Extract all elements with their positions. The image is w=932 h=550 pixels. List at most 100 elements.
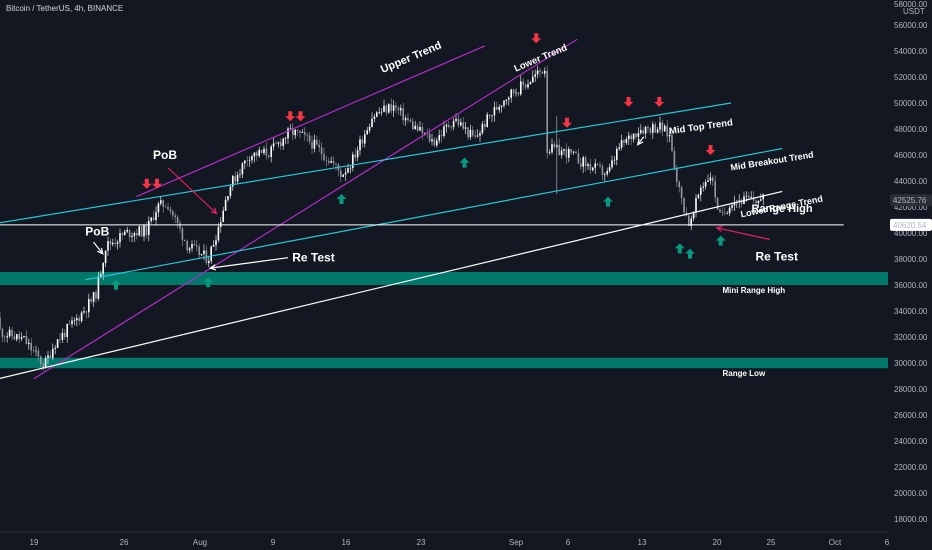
candle xyxy=(148,220,150,235)
price-tick-label: 56000.00 xyxy=(894,21,928,30)
candle xyxy=(328,160,330,163)
candle xyxy=(733,202,736,206)
candle xyxy=(431,139,433,142)
candle xyxy=(563,149,565,151)
candle xyxy=(16,334,18,340)
candle xyxy=(404,118,407,121)
candle xyxy=(157,203,160,213)
candle xyxy=(529,82,532,85)
mid-breakout-trend-label: Mid Breakout Trend xyxy=(730,150,815,173)
candle xyxy=(508,97,510,100)
candle xyxy=(455,118,457,121)
candle xyxy=(412,121,414,130)
candle xyxy=(304,132,306,135)
candle xyxy=(719,209,721,212)
time-tick-label: 9 xyxy=(271,538,276,547)
candle xyxy=(647,126,649,129)
candle xyxy=(138,226,140,236)
candle xyxy=(745,195,748,197)
sell-signal-arrow xyxy=(623,96,634,107)
candle xyxy=(620,140,623,148)
candle xyxy=(498,106,500,110)
mini-range-high-label: Mini Range High xyxy=(723,286,786,295)
candle xyxy=(292,128,294,136)
candle xyxy=(520,81,522,95)
range-low-zone xyxy=(0,357,888,369)
mid-top-trend-label: Mid Top Trend xyxy=(668,117,733,137)
price-tick-label: 34000.00 xyxy=(894,307,928,316)
candle xyxy=(493,107,496,116)
candle xyxy=(184,239,186,241)
range-low-label: Range Low xyxy=(723,369,766,378)
retest-white-arrow-head xyxy=(208,264,217,271)
candle xyxy=(750,196,752,198)
candle xyxy=(697,194,700,198)
price-tick-label: 22000.00 xyxy=(894,463,928,472)
time-tick-label: Oct xyxy=(829,538,842,547)
candle xyxy=(661,122,664,132)
candle xyxy=(28,342,30,345)
candle xyxy=(95,292,97,299)
sell-signal-arrow xyxy=(152,178,162,189)
candle xyxy=(407,118,409,121)
candle xyxy=(196,245,198,247)
candle xyxy=(8,329,11,337)
candle xyxy=(18,334,20,339)
range-high-label: Range High xyxy=(752,203,813,215)
candle xyxy=(44,358,47,368)
candle xyxy=(340,170,342,177)
candle xyxy=(248,160,251,161)
candle xyxy=(424,133,426,135)
time-tick-label: 20 xyxy=(713,538,722,547)
retest-white-arrow xyxy=(210,257,289,269)
candle xyxy=(664,125,666,132)
candle xyxy=(316,139,318,145)
price-tick-label: 28000.00 xyxy=(894,385,928,394)
candle xyxy=(1,328,4,338)
retest-pink-arrow-head xyxy=(715,225,723,232)
candle xyxy=(332,161,335,164)
candle xyxy=(35,350,37,352)
candle xyxy=(515,92,517,94)
candle xyxy=(491,115,493,117)
candle xyxy=(584,157,587,167)
price-tag-label: 42525.76 xyxy=(893,196,927,205)
candle xyxy=(140,226,143,237)
candle xyxy=(352,154,354,168)
candle xyxy=(42,363,44,368)
candle xyxy=(702,186,704,188)
candle xyxy=(313,139,316,149)
candle xyxy=(356,150,359,158)
candle xyxy=(373,116,376,119)
candle xyxy=(361,139,364,144)
candle xyxy=(188,248,191,251)
candle xyxy=(215,240,217,246)
candle xyxy=(152,217,155,221)
time-tick-label: Aug xyxy=(193,538,207,547)
candle xyxy=(668,134,671,137)
candle xyxy=(462,122,464,129)
candle xyxy=(414,125,416,130)
candle xyxy=(419,126,421,131)
candle xyxy=(275,143,277,145)
candle xyxy=(596,163,599,165)
candle xyxy=(539,70,541,72)
candle xyxy=(532,76,534,83)
time-tick-label: 13 xyxy=(638,538,647,547)
candle xyxy=(724,212,726,214)
candle xyxy=(107,241,109,251)
candle xyxy=(284,138,287,139)
candle xyxy=(203,250,205,255)
candle xyxy=(143,225,145,237)
candle xyxy=(92,292,95,302)
candle xyxy=(0,317,1,329)
buy-signal-arrow xyxy=(203,277,214,288)
trend-line-mid-top-trend xyxy=(0,102,732,224)
candle xyxy=(160,200,162,204)
candle xyxy=(342,174,344,177)
candle xyxy=(613,159,616,161)
candle xyxy=(678,181,680,188)
candle xyxy=(126,229,128,232)
